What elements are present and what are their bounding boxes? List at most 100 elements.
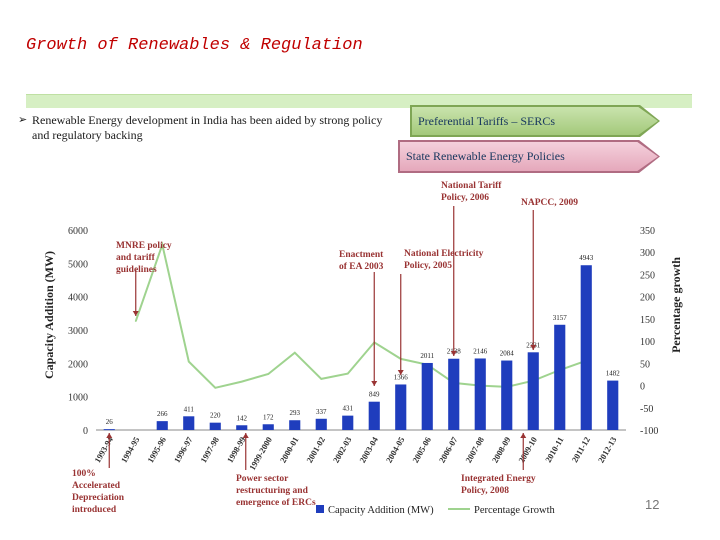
growth-point bbox=[187, 360, 190, 363]
x-tick-label: 2008-09 bbox=[490, 435, 513, 465]
annotation-arrowhead bbox=[132, 311, 139, 316]
x-tick-label: 2007-08 bbox=[463, 435, 486, 465]
bar-data-label: 26 bbox=[106, 418, 114, 426]
capacity-bar bbox=[156, 421, 168, 430]
bar-data-label: 2011 bbox=[420, 352, 434, 360]
annotation-arrowhead bbox=[450, 351, 457, 356]
preferential-tariffs-label: Preferential Tariffs – SERCs bbox=[418, 113, 556, 128]
state-policies-label: State Renewable Energy Policies bbox=[406, 149, 565, 163]
growth-point bbox=[134, 320, 137, 322]
x-tick-label: 1999-2000 bbox=[247, 435, 274, 472]
x-tick-label: 2005-06 bbox=[410, 435, 433, 465]
x-tick-label: 1995-96 bbox=[145, 435, 168, 465]
y2-tick-label: 50 bbox=[640, 359, 650, 370]
y2-axis-title: Percentage growth bbox=[669, 257, 683, 353]
annotation-text: National Electricity bbox=[404, 249, 484, 259]
capacity-bar bbox=[103, 429, 115, 431]
x-tick-label: 1997-98 bbox=[198, 435, 221, 465]
y-tick-label: 4000 bbox=[68, 293, 88, 304]
x-tick-label: 2006-07 bbox=[437, 434, 460, 464]
capacity-bar bbox=[315, 418, 327, 430]
annotation-text: guidelines bbox=[116, 265, 157, 275]
title-divider bbox=[26, 94, 692, 108]
x-tick-label: 2000-01 bbox=[278, 435, 301, 465]
capacity-bar bbox=[289, 420, 301, 430]
x-tick-label: 1996-97 bbox=[172, 434, 195, 464]
annotation-arrowhead bbox=[520, 433, 527, 438]
annotation-arrowhead bbox=[242, 433, 249, 438]
annotation-text: Power sector bbox=[236, 474, 289, 484]
capacity-bar bbox=[209, 422, 221, 430]
bar-data-label: 172 bbox=[263, 413, 274, 421]
y2-tick-label: 200 bbox=[640, 293, 655, 304]
legend-bar-label: Capacity Addition (MW) bbox=[328, 505, 434, 516]
y-tick-label: 0 bbox=[83, 426, 88, 437]
annotation-text: emergence of ERCs bbox=[236, 498, 316, 508]
bullet-point: ➢ Renewable Energy development in India … bbox=[18, 113, 390, 143]
annotation-arrowhead bbox=[371, 381, 378, 386]
y2-tick-label: -50 bbox=[640, 404, 653, 415]
y2-tick-label: 250 bbox=[640, 270, 655, 281]
y-tick-label: 1000 bbox=[68, 393, 88, 404]
bar-data-label: 2146 bbox=[473, 347, 488, 355]
bar-data-label: 337 bbox=[316, 408, 327, 416]
growth-point bbox=[293, 351, 296, 354]
annotation-text: Policy, 2006 bbox=[441, 193, 489, 203]
annotation-text: Policy, 2005 bbox=[404, 261, 452, 271]
y2-tick-label: -100 bbox=[640, 426, 658, 437]
x-tick-label: 1998-99 bbox=[225, 435, 248, 465]
y-tick-label: 3000 bbox=[68, 326, 88, 337]
bar-data-label: 2084 bbox=[500, 350, 515, 358]
annotation-text: restructuring and bbox=[236, 486, 309, 496]
annotation-arrowhead bbox=[106, 433, 113, 438]
y2-tick-label: 150 bbox=[640, 315, 655, 326]
x-tick-label: 2009-10 bbox=[516, 435, 539, 465]
capacity-bar bbox=[501, 360, 513, 430]
annotation-arrowhead bbox=[530, 345, 537, 350]
y-axis-title: Capacity Addition (MW) bbox=[42, 251, 56, 379]
arrow-bullet-icon: ➢ bbox=[18, 114, 28, 126]
growth-point bbox=[161, 243, 164, 246]
capacity-bar bbox=[262, 424, 274, 430]
annotation-text: introduced bbox=[72, 505, 117, 515]
y-tick-label: 6000 bbox=[68, 226, 88, 237]
bar-data-label: 411 bbox=[184, 405, 195, 413]
bullet-text: Renewable Energy development in India ha… bbox=[32, 113, 383, 142]
state-policies-arrow: State Renewable Energy Policies bbox=[398, 140, 660, 173]
annotation-text: Depreciation bbox=[72, 493, 125, 503]
y2-tick-label: 100 bbox=[640, 337, 655, 348]
bar-data-label: 266 bbox=[157, 410, 168, 418]
x-tick-label: 2003-04 bbox=[357, 434, 380, 464]
growth-point bbox=[214, 386, 217, 389]
bar-data-label: 431 bbox=[343, 405, 354, 413]
capacity-bar bbox=[395, 384, 407, 430]
bar-data-label: 1366 bbox=[394, 373, 409, 381]
capacity-bar bbox=[368, 401, 380, 430]
capacity-bar bbox=[554, 324, 566, 430]
annotation-text: 100% bbox=[72, 469, 96, 479]
annotation-text: Integrated Energy bbox=[461, 474, 536, 484]
capacity-bar bbox=[421, 362, 433, 430]
preferential-tariffs-arrow: Preferential Tariffs – SERCs bbox=[410, 105, 660, 137]
x-tick-label: 2001-02 bbox=[304, 435, 327, 465]
annotation-text: National Tariff bbox=[441, 181, 502, 191]
annotation-text: Enactment bbox=[339, 250, 384, 260]
capacity-bar bbox=[580, 265, 592, 430]
capacity-bar bbox=[342, 415, 354, 430]
bar-data-label: 3157 bbox=[553, 314, 568, 322]
growth-point bbox=[346, 372, 349, 375]
capacity-bar bbox=[448, 358, 460, 430]
y-tick-label: 2000 bbox=[68, 359, 88, 370]
legend-line-label: Percentage Growth bbox=[474, 505, 556, 516]
bar-data-label: 142 bbox=[237, 414, 248, 422]
capacity-bar bbox=[607, 380, 619, 430]
bar-data-label: 293 bbox=[290, 409, 301, 417]
capacity-bar bbox=[527, 352, 539, 430]
slide-title: Growth of Renewables & Regulation bbox=[26, 36, 363, 55]
y2-tick-label: 300 bbox=[640, 248, 655, 259]
x-tick-label: 2002-03 bbox=[331, 435, 354, 465]
annotation-text: NAPCC, 2009 bbox=[521, 198, 578, 208]
page-number: 12 bbox=[645, 497, 660, 512]
x-tick-label: 2012-13 bbox=[596, 435, 619, 465]
